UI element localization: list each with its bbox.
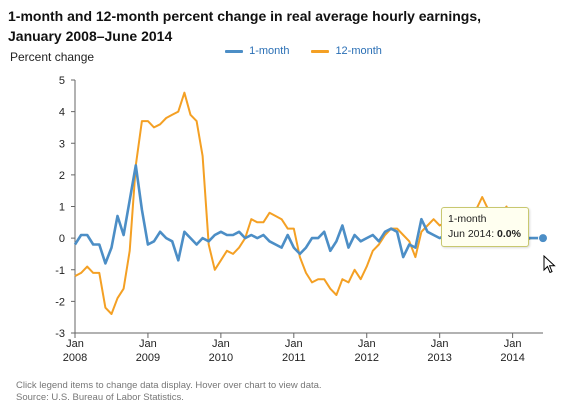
- y-tick-label--3: -3: [55, 328, 65, 340]
- y-tick-label-2: 2: [59, 170, 65, 182]
- y-tick-label-4: 4: [59, 107, 65, 119]
- hover-point-marker: [538, 233, 548, 244]
- x-tick-label-2011-month: Jan: [285, 338, 303, 350]
- x-tick-label-2013-month: Jan: [431, 338, 449, 350]
- chart-title: 1-month and 12-month percent change in r…: [8, 6, 558, 46]
- x-tick-label-2009-month: Jan: [139, 338, 157, 350]
- tooltip-series: 1-month: [448, 213, 487, 225]
- x-tick-label-2011-year: 2011: [282, 352, 306, 364]
- x-tick-label-2012-year: 2012: [354, 352, 378, 364]
- legend-swatch-12-month: [311, 49, 330, 53]
- x-tick-label-2014-month: Jan: [504, 338, 522, 350]
- y-axis-label: Percent change: [10, 50, 95, 64]
- x-tick-label-2008-year: 2008: [63, 352, 87, 364]
- series-line-12-month: [74, 91, 543, 315]
- y-tick-label--2: -2: [55, 296, 65, 308]
- tooltip-value: 0.0%: [497, 228, 521, 240]
- tooltip-value-line: Jun 2014: 0.0%: [448, 227, 522, 242]
- y-tick-label-1: 1: [59, 202, 65, 214]
- chart-footer: Click legend items to change data displa…: [16, 380, 322, 404]
- legend-label-12-month: 12-month: [335, 45, 382, 57]
- chart-title-line-2: January 2008–June 2014: [8, 28, 173, 44]
- x-tick-label-2014-year: 2014: [500, 352, 524, 364]
- x-tick-label-2008-month: Jan: [66, 338, 84, 350]
- legend-swatch-1-month: [225, 49, 244, 53]
- tooltip-date: Jun 2014:: [448, 228, 495, 240]
- y-tick-label-3: 3: [59, 138, 65, 150]
- footer-note: Click legend items to change data displa…: [16, 380, 322, 391]
- y-tick-label-5: 5: [59, 75, 65, 87]
- footer-source: Source: U.S. Bureau of Labor Statistics.: [16, 392, 184, 403]
- x-tick-label-2010-month: Jan: [212, 338, 230, 350]
- x-tick-label-2012-month: Jan: [358, 338, 376, 350]
- y-tick-label--1: -1: [55, 265, 65, 277]
- x-tick-label-2009-year: 2009: [136, 352, 160, 364]
- chart-legend: 1-month 12-month: [0, 42, 567, 60]
- x-tick-label-2010-year: 2010: [209, 352, 233, 364]
- y-tick-label-0: 0: [59, 233, 65, 245]
- chart-title-line-1: 1-month and 12-month percent change in r…: [8, 8, 481, 24]
- legend-item-1-month[interactable]: 1-month: [225, 42, 289, 60]
- legend-item-12-month[interactable]: 12-month: [311, 42, 382, 60]
- x-tick-label-2013-year: 2013: [427, 352, 451, 364]
- legend-label-1-month: 1-month: [249, 45, 290, 57]
- mouse-pointer-icon: [543, 255, 556, 274]
- hover-tooltip: 1-month Jun 2014: 0.0%: [441, 207, 529, 247]
